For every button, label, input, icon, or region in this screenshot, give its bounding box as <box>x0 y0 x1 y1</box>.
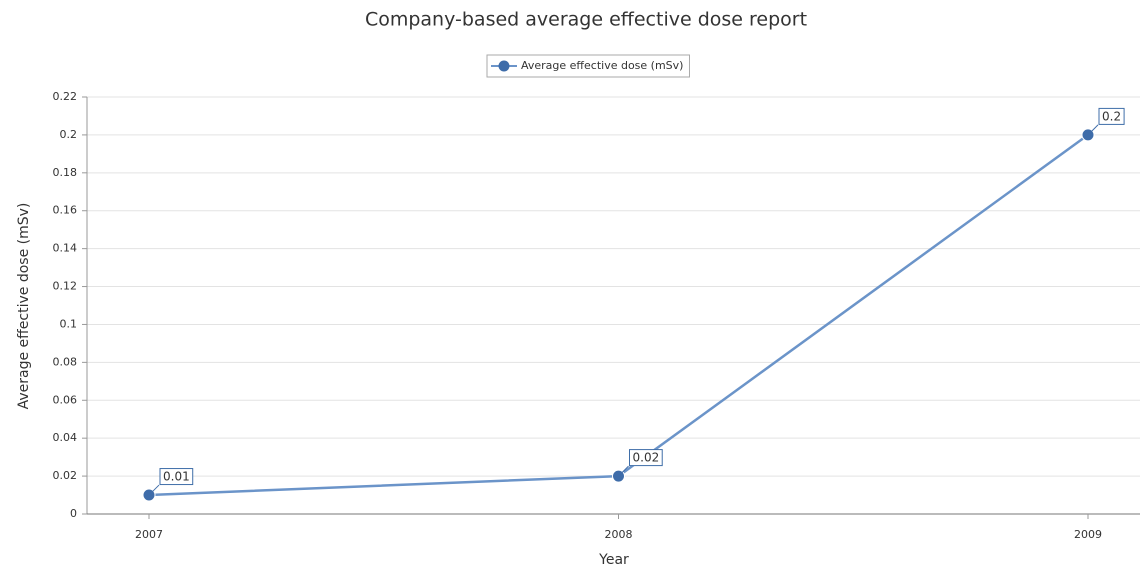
y-tick-label: 0.1 <box>60 317 78 330</box>
y-tick-label: 0.18 <box>53 166 78 179</box>
legend-marker <box>498 60 510 72</box>
x-tick-label: 2008 <box>605 528 633 541</box>
y-tick-label: 0.04 <box>53 431 78 444</box>
legend: Average effective dose (mSv) <box>486 54 690 78</box>
data-label: 0.02 <box>633 451 660 465</box>
y-tick-label: 0.06 <box>53 393 78 406</box>
series-line <box>148 133 1089 497</box>
legend-box <box>486 54 690 78</box>
y-axis-label: Average effective dose (mSv) <box>16 203 32 410</box>
y-tick-label: 0.2 <box>60 128 78 141</box>
legend-label: Average effective dose (mSv) <box>521 59 683 72</box>
data-label-box <box>1098 107 1125 125</box>
x-tick-label: 2007 <box>135 528 163 541</box>
y-tick-label: 0.16 <box>53 204 78 217</box>
label-leader <box>148 484 160 496</box>
y-tick-label: 0.08 <box>53 355 78 368</box>
data-label: 0.2 <box>1102 109 1121 123</box>
y-tick-label: 0.02 <box>53 469 78 482</box>
x-axis-label: Year <box>598 552 629 568</box>
x-tick-label: 2009 <box>1074 528 1102 541</box>
label-leader <box>1087 124 1099 136</box>
data-label-box <box>159 468 194 486</box>
y-tick-label: 0 <box>70 507 77 520</box>
y-tick-label: 0.22 <box>53 90 78 103</box>
label-leader <box>618 465 629 477</box>
y-tick-label: 0.12 <box>53 280 78 293</box>
y-tick-label: 0.14 <box>53 242 78 255</box>
data-label-box <box>629 449 663 467</box>
chart-title: Company-based average effective dose rep… <box>365 9 807 31</box>
data-label: 0.01 <box>163 470 190 484</box>
